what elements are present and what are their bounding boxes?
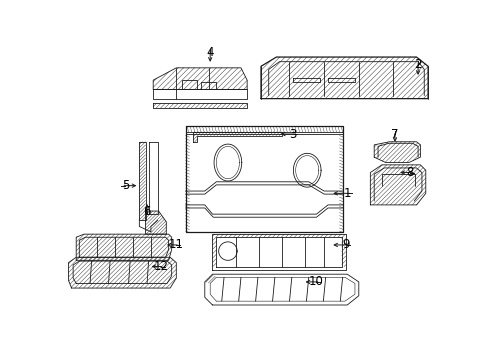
Text: 1: 1 [343, 187, 350, 200]
Text: 6: 6 [143, 204, 150, 217]
Text: 10: 10 [308, 275, 323, 288]
Text: 11: 11 [168, 238, 183, 251]
Text: 2: 2 [413, 58, 421, 71]
Text: 5: 5 [122, 179, 129, 192]
Text: 7: 7 [390, 127, 398, 140]
Text: 8: 8 [406, 166, 413, 179]
Text: 3: 3 [288, 127, 296, 140]
Text: 9: 9 [341, 238, 349, 251]
Text: 4: 4 [206, 46, 214, 59]
Text: 12: 12 [153, 260, 168, 273]
